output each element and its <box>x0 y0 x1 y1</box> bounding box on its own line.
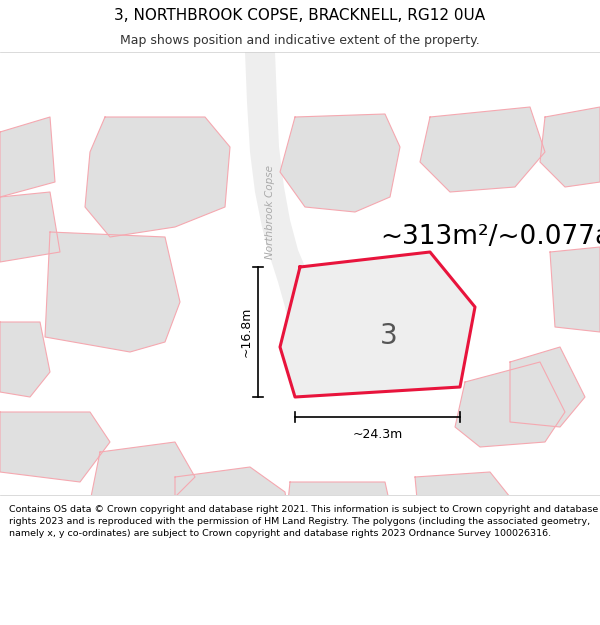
Text: 3: 3 <box>379 322 397 350</box>
Polygon shape <box>510 347 585 427</box>
Polygon shape <box>280 252 475 397</box>
Polygon shape <box>45 232 180 352</box>
Text: ~16.8m: ~16.8m <box>239 307 253 357</box>
Polygon shape <box>455 362 565 447</box>
Polygon shape <box>550 247 600 332</box>
Text: Contains OS data © Crown copyright and database right 2021. This information is : Contains OS data © Crown copyright and d… <box>9 506 598 538</box>
Text: ~313m²/~0.077ac.: ~313m²/~0.077ac. <box>380 224 600 250</box>
Polygon shape <box>0 117 55 197</box>
Text: ~24.3m: ~24.3m <box>352 429 403 441</box>
Polygon shape <box>540 107 600 187</box>
Polygon shape <box>90 442 195 507</box>
Polygon shape <box>175 467 290 532</box>
Polygon shape <box>245 52 326 390</box>
Polygon shape <box>285 482 395 532</box>
Polygon shape <box>0 412 110 482</box>
Text: Map shows position and indicative extent of the property.: Map shows position and indicative extent… <box>120 34 480 47</box>
Polygon shape <box>415 472 510 532</box>
Polygon shape <box>85 117 230 237</box>
Polygon shape <box>0 192 60 262</box>
Text: Northbrook Copse: Northbrook Copse <box>265 165 275 259</box>
Polygon shape <box>0 322 50 397</box>
Text: 3, NORTHBROOK COPSE, BRACKNELL, RG12 0UA: 3, NORTHBROOK COPSE, BRACKNELL, RG12 0UA <box>115 8 485 23</box>
Polygon shape <box>280 114 400 212</box>
Polygon shape <box>420 107 545 192</box>
